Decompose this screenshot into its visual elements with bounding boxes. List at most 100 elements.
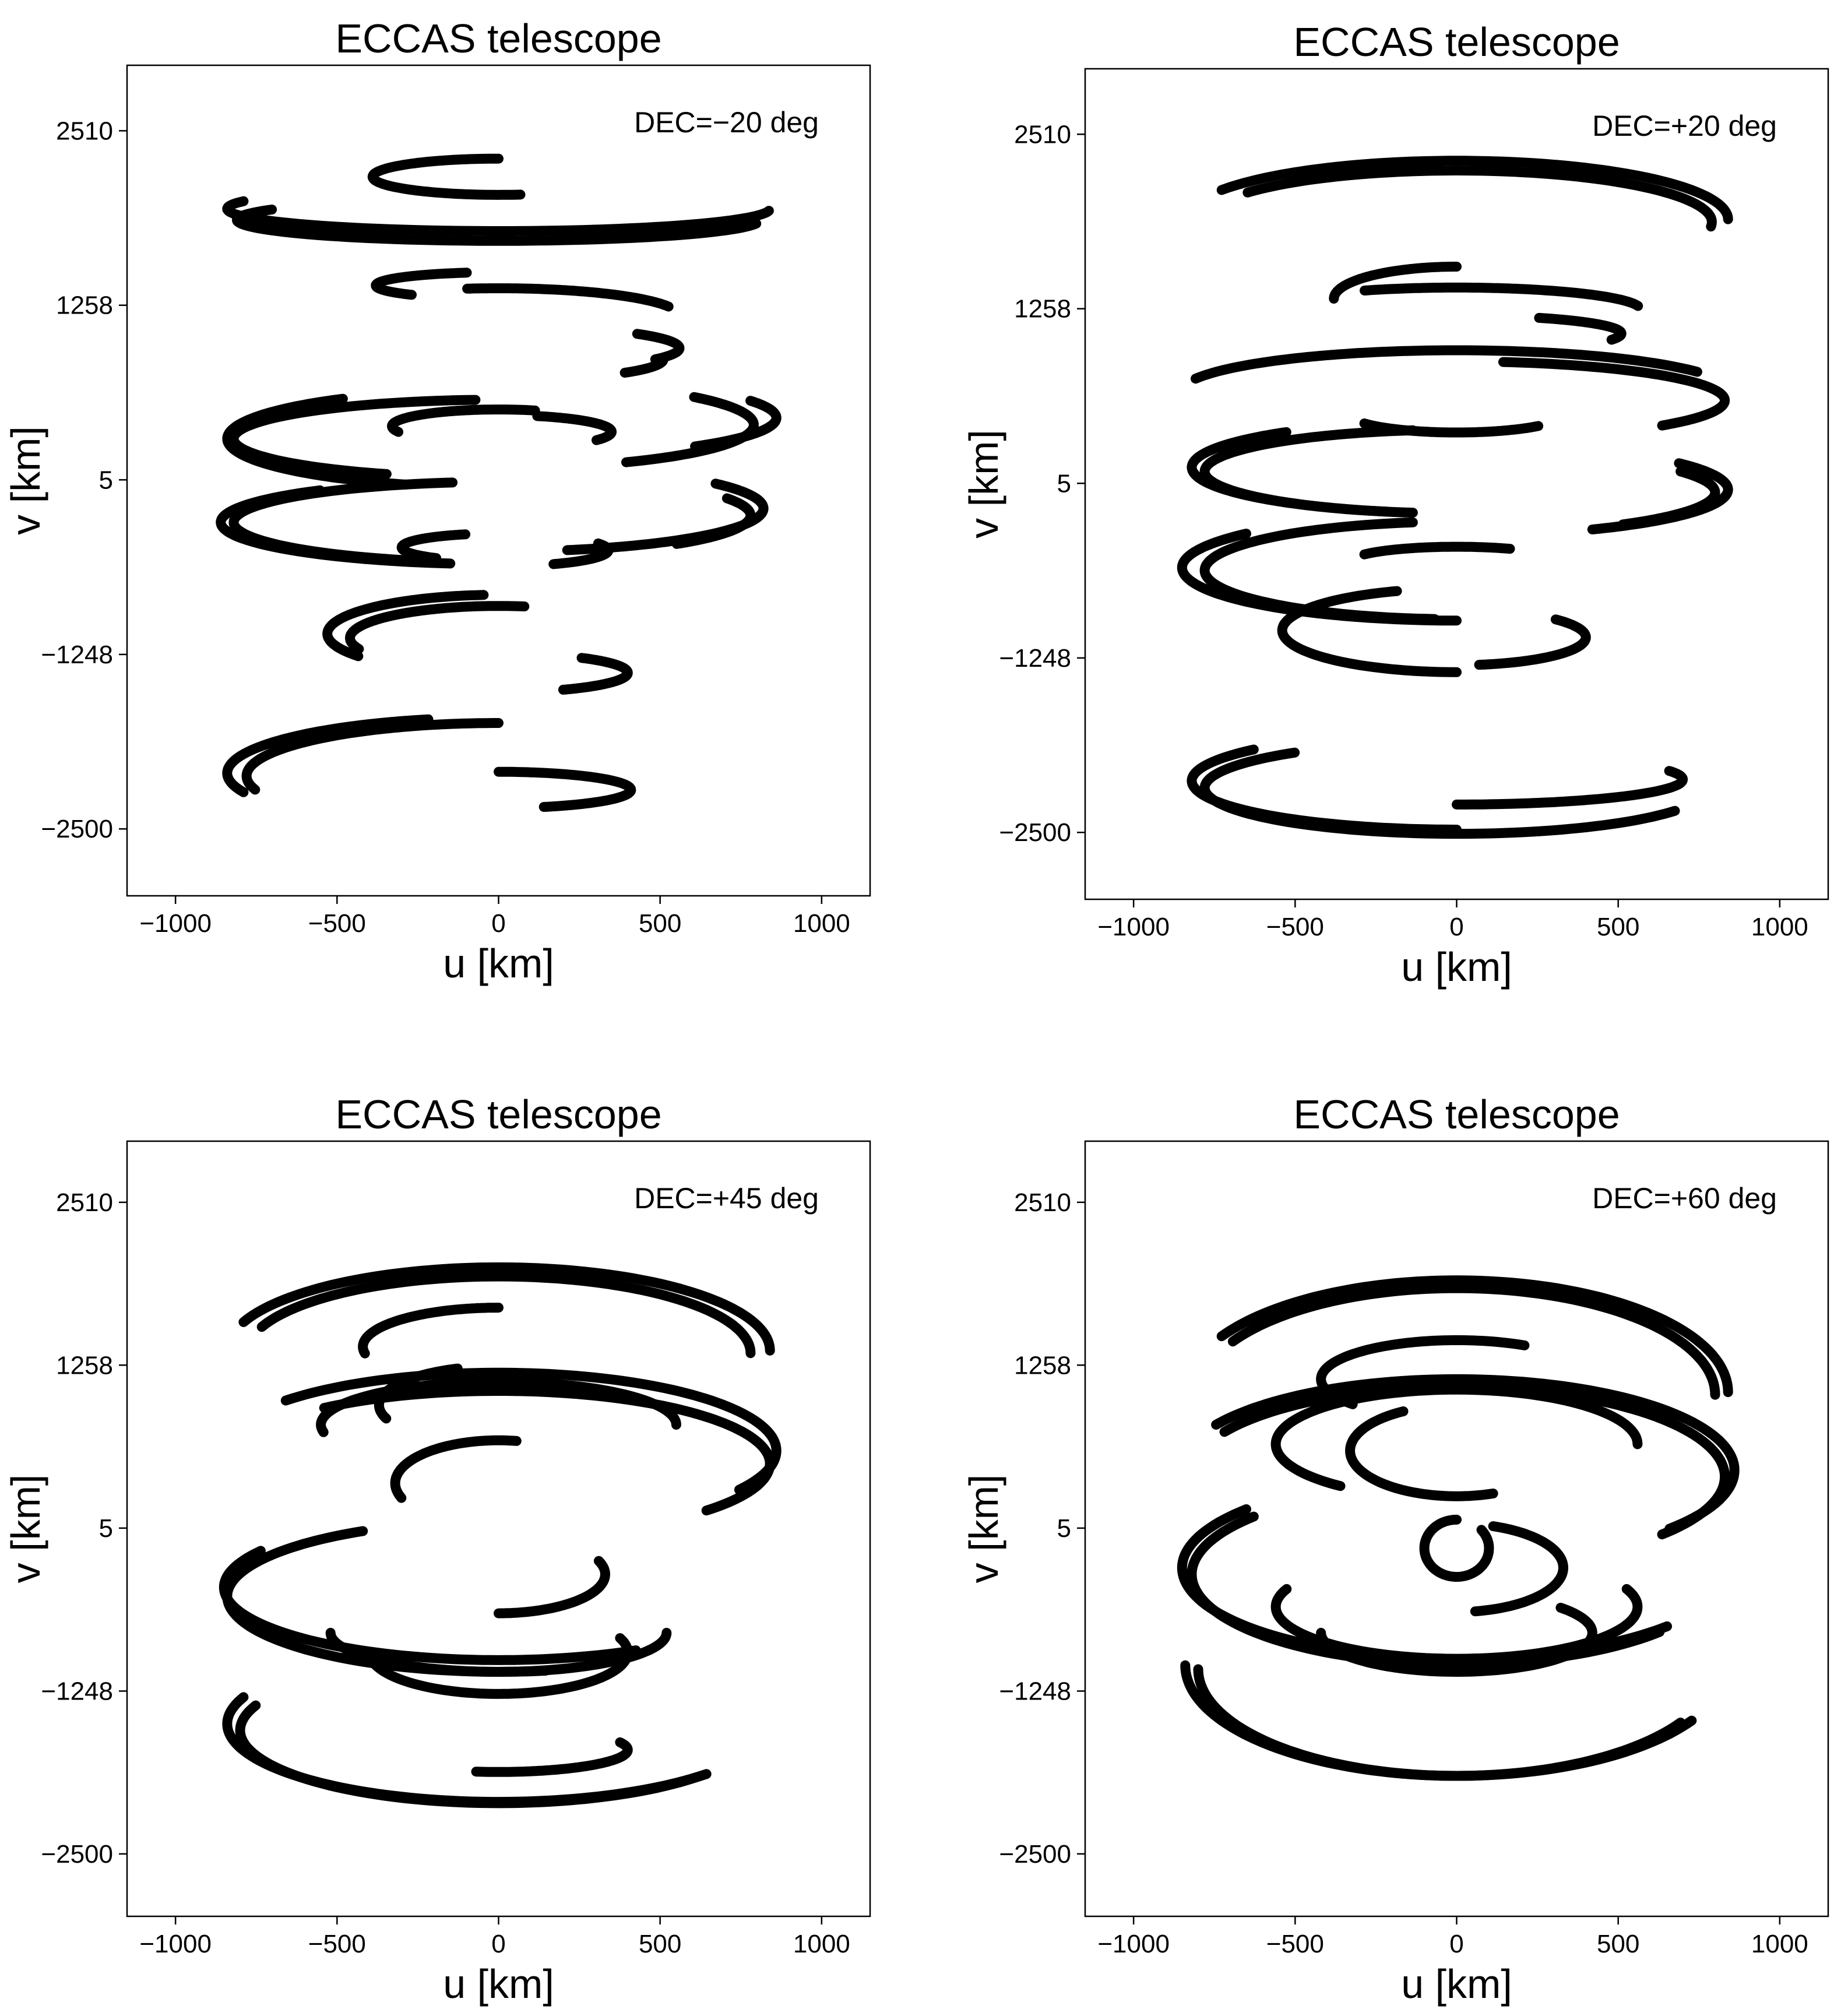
uv-track-22 — [558, 653, 633, 695]
y-tick-label: 1258 — [1014, 295, 1071, 323]
x-axis-label: u [km] — [443, 1961, 554, 2007]
uv-track-10 — [1199, 425, 1418, 518]
uv-track-4 — [1211, 1374, 1740, 1534]
y-tick-label: 5 — [1057, 1514, 1071, 1543]
uv-track-24 — [241, 718, 504, 795]
uv-track-2 — [1242, 165, 1717, 232]
uv-track-1 — [1216, 1275, 1733, 1398]
uv-track-14 — [1193, 1664, 1686, 1781]
y-tick-label: 5 — [99, 1514, 113, 1543]
uv-track-4 — [371, 268, 472, 300]
uv-track-13 — [494, 1556, 610, 1619]
y-tick-label: 5 — [99, 466, 113, 494]
y-tick-label: 2510 — [56, 1188, 113, 1217]
uv-track-7 — [1498, 357, 1730, 431]
uv-track-9 — [219, 1546, 641, 1665]
uv-panel-3: −1000 −500 0 500 1000 2510 1258 5 −1248 −2500 ECCA… — [3, 1092, 871, 2007]
uv-track-11 — [325, 1628, 672, 1677]
uv-track-12 — [387, 404, 540, 437]
x-tick-label: −1000 — [1097, 913, 1170, 941]
x-tick-label: −1000 — [139, 909, 212, 938]
x-tick-label: 0 — [491, 909, 505, 938]
uv-panel-1: −1000 −500 0 500 1000 2510 1258 5 −1248 −2500 ECCA… — [3, 16, 871, 986]
uv-track-2 — [256, 1271, 756, 1359]
uv-track-12 — [366, 1633, 633, 1699]
uv-track-6 — [632, 329, 685, 364]
x-tick-label: 0 — [491, 1930, 505, 1958]
x-tick-label: 0 — [1449, 913, 1463, 941]
uv-track-3 — [358, 1303, 504, 1359]
y-tick-label: −2500 — [999, 1840, 1071, 1869]
uv-tracks — [1177, 1275, 1740, 1781]
x-tick-label: 500 — [1597, 913, 1639, 941]
y-tick-label: −1248 — [41, 1677, 113, 1705]
uv-panel-2: −1000 −500 0 500 1000 2510 1258 5 −1248 −2500 ECCA… — [961, 19, 1829, 990]
uv-track-2 — [222, 196, 774, 236]
y-tick-label: −1248 — [999, 1677, 1071, 1705]
y-axis-label: v [km] — [961, 1475, 1006, 1584]
uv-track-9 — [228, 395, 481, 479]
y-tick-label: 1258 — [56, 291, 113, 320]
y-tick-label: 5 — [1057, 469, 1071, 498]
uv-track-11 — [1316, 1603, 1597, 1677]
uv-track-4 — [280, 1367, 782, 1495]
uv-track-18 — [548, 538, 614, 569]
uv-track-20 — [1452, 766, 1688, 810]
panel-title: ECCAS telescope — [1293, 1092, 1620, 1137]
uv-track-19 — [1199, 747, 1680, 839]
uv-tracks — [1177, 156, 1733, 839]
uv-track-5 — [319, 1386, 775, 1516]
uv-track-16 — [1277, 586, 1462, 677]
y-axis-label: v [km] — [3, 1475, 48, 1584]
x-tick-label: 500 — [639, 909, 681, 938]
y-axis-label: v [km] — [961, 430, 1006, 539]
x-tick-label: 0 — [1449, 1930, 1463, 1958]
uv-track-16 — [471, 1737, 633, 1777]
uv-track-15 — [1359, 541, 1515, 560]
x-tick-label: 1000 — [793, 909, 850, 938]
uv-track-23 — [222, 714, 434, 797]
uv-track-15 — [235, 1700, 702, 1809]
uv-track-13 — [532, 411, 617, 445]
y-tick-label: −2500 — [41, 1840, 113, 1869]
panel-title: ECCAS telescope — [335, 16, 661, 61]
uv-track-10 — [1270, 1584, 1643, 1664]
x-tick-label: −500 — [308, 909, 366, 938]
uv-track-17 — [671, 493, 756, 549]
uv-track-7 — [1345, 1406, 1498, 1501]
x-axis-label: u [km] — [1401, 944, 1512, 990]
x-tick-label: −1000 — [1097, 1930, 1170, 1958]
uv-track-12 — [1618, 466, 1720, 530]
panel-title: ECCAS telescope — [335, 1092, 661, 1137]
uv-track-6 — [1191, 345, 1702, 384]
y-tick-label: −1248 — [41, 641, 113, 669]
y-tick-label: 2510 — [1014, 120, 1071, 149]
x-tick-label: −500 — [308, 1930, 366, 1958]
y-tick-label: −1248 — [999, 644, 1071, 673]
dec-annotation: DEC=+20 deg — [1592, 110, 1777, 142]
uv-track-2 — [1227, 1283, 1720, 1400]
uv-track-8 — [222, 393, 411, 490]
uv-track-7 — [316, 1377, 681, 1437]
uv-track-4 — [1360, 282, 1643, 311]
uv-track-20 — [322, 590, 489, 662]
x-tick-label: 1000 — [793, 1930, 850, 1958]
y-axis-label: v [km] — [3, 426, 48, 535]
uv-track-17 — [1474, 614, 1591, 670]
uv-track-5 — [1534, 312, 1627, 345]
uv-track-8 — [390, 1435, 522, 1503]
y-tick-label: −2500 — [41, 815, 113, 843]
x-tick-label: 1000 — [1751, 913, 1808, 941]
x-tick-label: −500 — [1266, 913, 1324, 941]
uv-track-14 — [1199, 517, 1440, 624]
uv-track-3 — [1329, 262, 1462, 304]
panel-title: ECCAS telescope — [1293, 19, 1620, 65]
x-tick-label: 500 — [639, 1930, 681, 1958]
uv-tracks — [216, 153, 782, 812]
y-tick-label: 1258 — [1014, 1351, 1071, 1380]
uv-track-11 — [690, 396, 782, 452]
uv-panel-4: −1000 −500 0 500 1000 2510 1258 5 −1248 −2500 ECCA… — [961, 1092, 1829, 2007]
y-tick-label: 1258 — [56, 1351, 113, 1380]
y-tick-label: 2510 — [56, 117, 113, 145]
